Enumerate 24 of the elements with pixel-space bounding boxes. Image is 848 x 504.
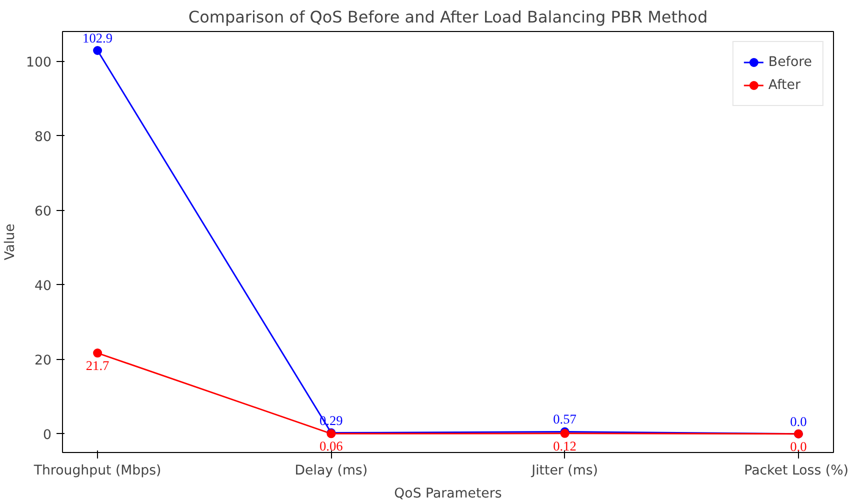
data-label: 0.06 [320, 438, 344, 454]
point [93, 348, 102, 358]
data-label: 0.0 [790, 438, 808, 454]
x-tick-label: Packet Loss (%) [744, 464, 848, 478]
data-label: 0.57 [553, 412, 577, 427]
data-label: 0.0 [790, 414, 808, 429]
y-tick-label: 100 [26, 55, 52, 70]
y-tick-label: 80 [34, 130, 52, 145]
data-label: 0.12 [553, 438, 576, 454]
data-label: 102.9 [82, 30, 113, 46]
x-tick-label: Jitter (ms) [530, 464, 598, 478]
x-axis-title: QoS Parameters [394, 486, 502, 502]
y-tick-label: 60 [34, 204, 52, 220]
point [93, 46, 102, 55]
legend-label: After [768, 78, 800, 92]
x-tick-label: Delay (ms) [294, 464, 368, 478]
legend-label: Before [768, 54, 812, 70]
y-tick-label: 0 [43, 428, 52, 443]
y-tick-label: 40 [34, 278, 52, 294]
data-label: 21.7 [86, 358, 110, 374]
y-tick-label: 20 [34, 353, 52, 368]
y-axis-title: Value [3, 224, 18, 260]
x-tick-label: Throughput (Mbps) [32, 464, 162, 478]
chart-title: Comparison of QoS Before and After Load Balancing PBR Method [188, 8, 708, 26]
